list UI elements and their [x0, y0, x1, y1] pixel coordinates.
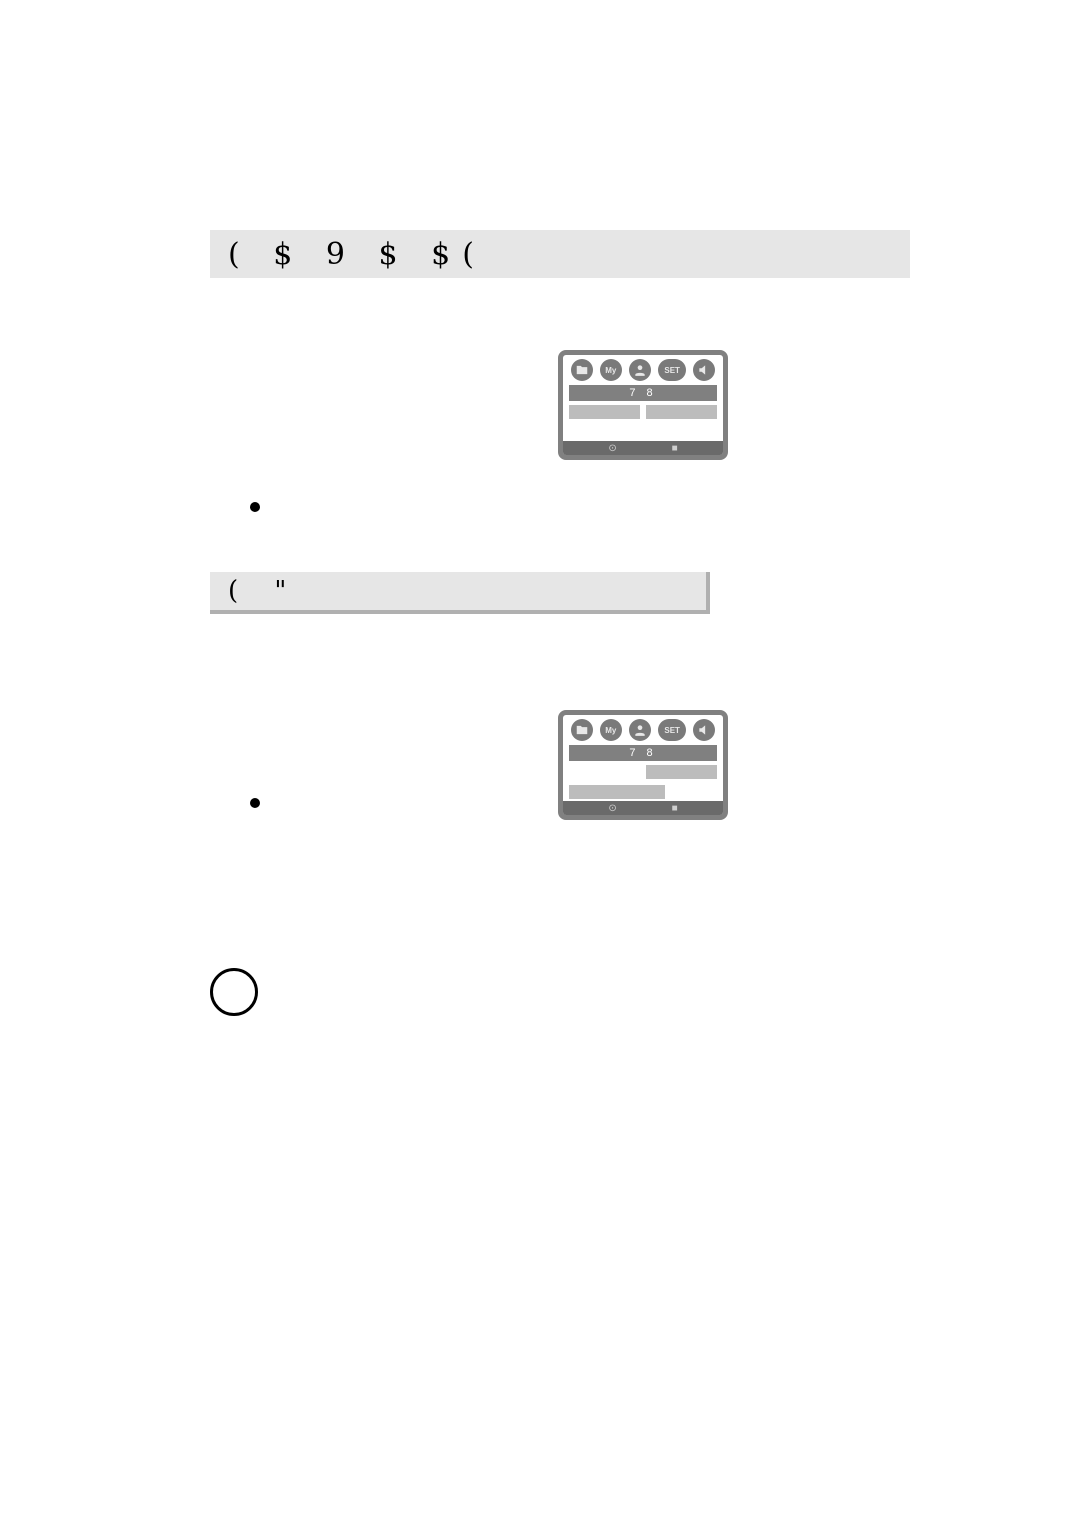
circle-marker — [210, 968, 258, 1016]
footer-symbol-left: ⊙ — [608, 803, 616, 814]
device-footer: ⊙ ■ — [563, 801, 723, 815]
sub-section-header-text: ( " — [228, 576, 300, 606]
page-content: ( $ 9 $ $( My SET 7 8 — [210, 230, 910, 1016]
device-box — [569, 405, 640, 419]
folder-icon — [571, 359, 593, 381]
device-band: 7 8 — [569, 385, 717, 401]
device-row-2 — [569, 785, 717, 799]
bullet-item-1 — [250, 498, 910, 512]
bullet-dot-icon — [250, 798, 260, 808]
device-body — [563, 405, 723, 419]
device-footer: ⊙ ■ — [563, 441, 723, 455]
sub-section-header: ( " — [210, 572, 710, 614]
section-header-text: ( $ 9 $ $( — [228, 237, 486, 272]
device-body — [563, 765, 723, 799]
set-icon: SET — [658, 359, 686, 381]
footer-symbol-right: ■ — [672, 803, 678, 814]
folder-icon — [571, 719, 593, 741]
my-icon: My — [600, 359, 622, 381]
device-screenshot-1: My SET 7 8 ⊙ ■ — [558, 350, 728, 460]
device-icon-row: My SET — [563, 355, 723, 383]
device-icon-row: My SET — [563, 715, 723, 743]
device-box-wide — [569, 785, 665, 799]
my-icon: My — [600, 719, 622, 741]
person-icon — [629, 359, 651, 381]
section-header: ( $ 9 $ $( — [210, 230, 910, 278]
device-band-text: 7 8 — [629, 747, 656, 759]
speaker-icon — [693, 719, 715, 741]
speaker-icon — [693, 359, 715, 381]
device-band-text: 7 8 — [629, 387, 656, 399]
device-row-1 — [569, 765, 717, 779]
set-icon: SET — [658, 719, 686, 741]
device-box — [646, 765, 717, 779]
device-row-1 — [569, 405, 717, 419]
footer-symbol-right: ■ — [672, 443, 678, 454]
device-screenshot-2: My SET 7 8 ⊙ ■ — [558, 710, 728, 820]
device-band: 7 8 — [569, 745, 717, 761]
footer-symbol-left: ⊙ — [608, 443, 616, 454]
person-icon — [629, 719, 651, 741]
device-box — [646, 405, 717, 419]
bullet-dot-icon — [250, 502, 260, 512]
